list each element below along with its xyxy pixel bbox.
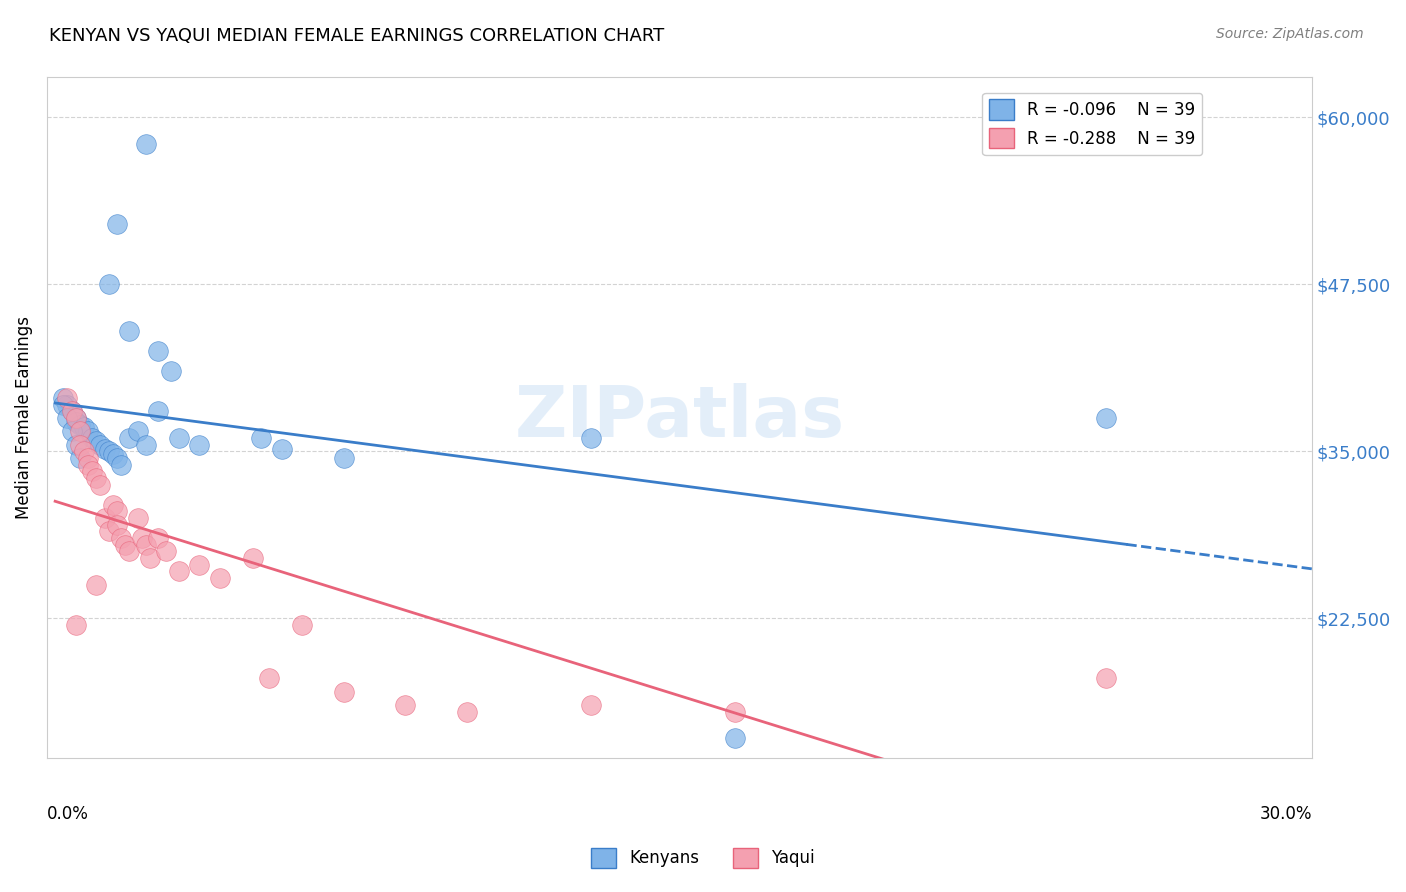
Yaqui bbox=[259, 671, 281, 685]
Yaqui bbox=[332, 684, 354, 698]
Yaqui bbox=[65, 617, 87, 632]
Yaqui bbox=[188, 558, 211, 572]
Kenyans bbox=[332, 450, 354, 465]
Yaqui bbox=[127, 511, 149, 525]
Yaqui bbox=[155, 544, 177, 558]
Yaqui bbox=[139, 551, 162, 566]
Kenyans bbox=[60, 424, 83, 438]
Kenyans bbox=[65, 437, 87, 451]
Yaqui bbox=[131, 531, 153, 545]
Kenyans bbox=[101, 447, 124, 461]
Kenyans bbox=[89, 437, 111, 451]
Yaqui bbox=[73, 444, 96, 458]
Yaqui bbox=[242, 551, 264, 566]
Yaqui bbox=[89, 477, 111, 491]
Text: 0.0%: 0.0% bbox=[46, 805, 89, 823]
Kenyans bbox=[250, 431, 273, 445]
Kenyans bbox=[73, 420, 96, 434]
Yaqui bbox=[1095, 671, 1118, 685]
Yaqui bbox=[394, 698, 416, 712]
Kenyans bbox=[97, 277, 120, 292]
Y-axis label: Median Female Earnings: Median Female Earnings bbox=[15, 317, 32, 519]
Yaqui bbox=[86, 471, 108, 485]
Kenyans bbox=[105, 450, 128, 465]
Kenyans bbox=[135, 137, 157, 152]
Text: Source: ZipAtlas.com: Source: ZipAtlas.com bbox=[1216, 27, 1364, 41]
Yaqui bbox=[579, 698, 602, 712]
Kenyans bbox=[127, 424, 149, 438]
Kenyans bbox=[69, 417, 91, 432]
Kenyans bbox=[56, 398, 79, 412]
Kenyans bbox=[188, 437, 211, 451]
Text: KENYAN VS YAQUI MEDIAN FEMALE EARNINGS CORRELATION CHART: KENYAN VS YAQUI MEDIAN FEMALE EARNINGS C… bbox=[49, 27, 665, 45]
Yaqui bbox=[69, 437, 91, 451]
Yaqui bbox=[77, 450, 100, 465]
Yaqui bbox=[118, 544, 141, 558]
Text: 30.0%: 30.0% bbox=[1260, 805, 1312, 823]
Yaqui bbox=[167, 565, 190, 579]
Kenyans bbox=[82, 431, 104, 445]
Kenyans bbox=[65, 415, 87, 429]
Yaqui bbox=[93, 511, 115, 525]
Kenyans bbox=[56, 410, 79, 425]
Kenyans bbox=[146, 344, 169, 359]
Kenyans bbox=[118, 431, 141, 445]
Kenyans bbox=[135, 437, 157, 451]
Kenyans bbox=[97, 444, 120, 458]
Yaqui bbox=[110, 531, 132, 545]
Yaqui bbox=[291, 617, 314, 632]
Yaqui bbox=[456, 705, 478, 719]
Kenyans bbox=[65, 410, 87, 425]
Kenyans bbox=[724, 731, 747, 746]
Kenyans bbox=[167, 431, 190, 445]
Yaqui bbox=[105, 517, 128, 532]
Kenyans bbox=[52, 398, 75, 412]
Kenyans bbox=[1095, 410, 1118, 425]
Yaqui bbox=[56, 391, 79, 405]
Kenyans bbox=[77, 424, 100, 438]
Text: ZIPatlas: ZIPatlas bbox=[515, 384, 845, 452]
Kenyans bbox=[146, 404, 169, 418]
Yaqui bbox=[114, 538, 136, 552]
Kenyans bbox=[52, 391, 75, 405]
Kenyans bbox=[69, 450, 91, 465]
Kenyans bbox=[93, 442, 115, 456]
Yaqui bbox=[105, 504, 128, 518]
Yaqui bbox=[60, 404, 83, 418]
Kenyans bbox=[579, 431, 602, 445]
Yaqui bbox=[86, 578, 108, 592]
Yaqui bbox=[77, 458, 100, 472]
Yaqui bbox=[97, 524, 120, 539]
Yaqui bbox=[101, 498, 124, 512]
Yaqui bbox=[82, 464, 104, 478]
Kenyans bbox=[105, 217, 128, 231]
Yaqui bbox=[135, 538, 157, 552]
Kenyans bbox=[118, 324, 141, 338]
Yaqui bbox=[724, 705, 747, 719]
Legend: R = -0.096    N = 39, R = -0.288    N = 39: R = -0.096 N = 39, R = -0.288 N = 39 bbox=[983, 93, 1202, 155]
Yaqui bbox=[208, 571, 231, 585]
Yaqui bbox=[69, 424, 91, 438]
Kenyans bbox=[159, 364, 181, 378]
Yaqui bbox=[146, 531, 169, 545]
Kenyans bbox=[270, 442, 292, 456]
Legend: Kenyans, Yaqui: Kenyans, Yaqui bbox=[585, 841, 821, 875]
Kenyans bbox=[110, 458, 132, 472]
Kenyans bbox=[60, 404, 83, 418]
Kenyans bbox=[86, 434, 108, 448]
Yaqui bbox=[65, 410, 87, 425]
